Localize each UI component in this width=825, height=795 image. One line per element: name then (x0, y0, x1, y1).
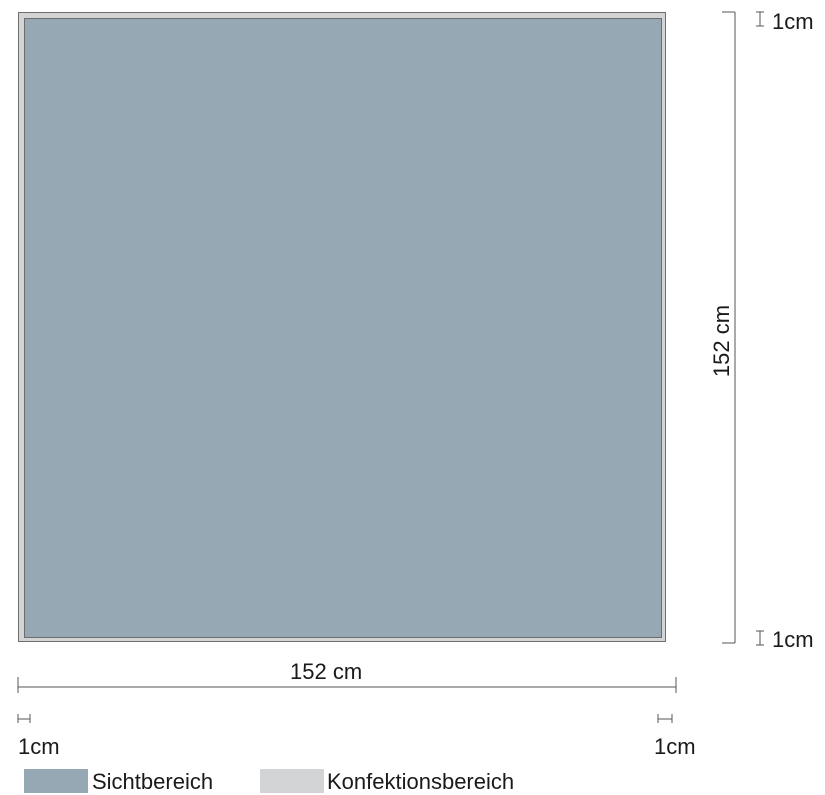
height-label: 152 cm (709, 304, 734, 378)
legend-swatch-finishing-area (260, 769, 324, 793)
margin-bottom-label: 1cm (772, 627, 814, 652)
visible-area (24, 18, 662, 638)
width-label: 152 cm (290, 659, 363, 684)
margin-top-label: 1cm (772, 9, 814, 34)
margin-right-label: 1cm (654, 734, 696, 759)
legend-label-finishing-area: Konfektionsbereich (327, 769, 515, 794)
legend-swatch-visible-area (24, 769, 88, 793)
legend-label-visible-area: Sichtbereich (92, 769, 214, 794)
margin-left-label: 1cm (18, 734, 60, 759)
